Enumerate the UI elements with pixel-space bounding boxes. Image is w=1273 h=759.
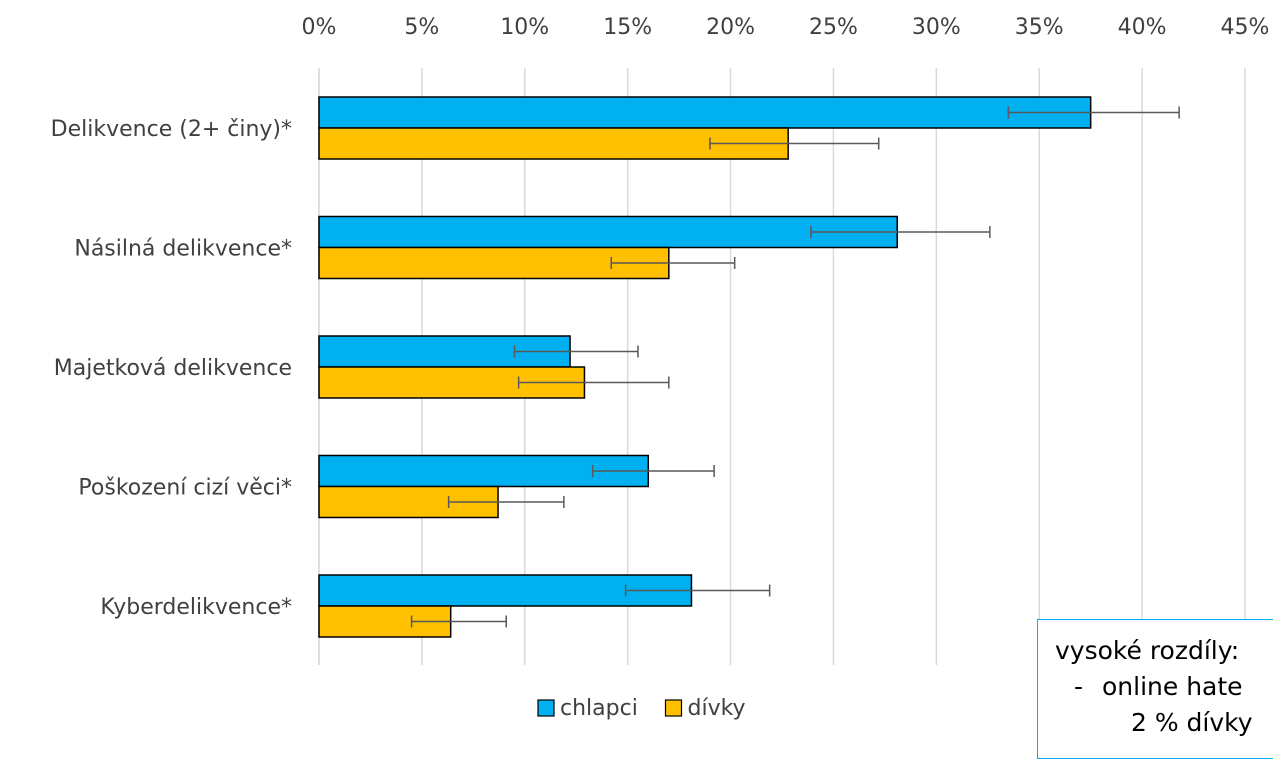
legend-label: dívky xyxy=(688,696,746,721)
category-label: Delikvence (2+ činy)* xyxy=(51,117,292,142)
x-axis-tick-labels: 0% 5% 10% 15% 20% 25% 30% 35% 40% 45% xyxy=(302,15,1270,40)
legend-swatch xyxy=(664,699,683,717)
bar xyxy=(318,96,1092,129)
category-label: Násilná delikvence* xyxy=(74,237,292,262)
note-title: vysoké rozdíly: xyxy=(1055,636,1240,665)
note-bullet: - xyxy=(1074,672,1084,701)
category-label: Majetková delikvence xyxy=(54,356,292,381)
legend-label: chlapci xyxy=(560,696,638,721)
bar xyxy=(318,215,898,249)
x-tick-label: 15% xyxy=(603,15,652,40)
note-line-1: - online hate xyxy=(1074,672,1243,701)
note-box: vysoké rozdíly: - online hate 2 % dívky xyxy=(1037,619,1273,759)
x-tick-label: 0% xyxy=(302,15,337,40)
category-labels: Delikvence (2+ činy)* Násilná delikvence*… xyxy=(51,117,292,620)
category-label: Poškození cizí věci* xyxy=(78,476,292,501)
note-line-2: 2 % dívky xyxy=(1131,708,1253,737)
x-tick-label: 45% xyxy=(1221,15,1270,40)
x-tick-label: 30% xyxy=(912,15,961,40)
x-tick-label: 20% xyxy=(706,15,755,40)
x-tick-label: 10% xyxy=(500,15,549,40)
note-line-1-text: online hate xyxy=(1102,672,1243,701)
category-label: Kyberdelikvence* xyxy=(100,595,292,620)
gridlines xyxy=(318,68,1246,665)
error-bars xyxy=(410,106,1180,628)
x-tick-label: 5% xyxy=(404,15,439,40)
x-tick-label: 35% xyxy=(1015,15,1064,40)
chart: 0% 5% 10% 15% 20% 25% 30% 35% 40% 45% Delikvence … xyxy=(51,15,1270,721)
legend-swatch xyxy=(537,699,555,717)
bars xyxy=(318,96,1092,638)
x-tick-label: 40% xyxy=(1118,15,1167,40)
legend: chlapci dívky xyxy=(537,696,746,721)
x-tick-label: 25% xyxy=(809,15,858,40)
